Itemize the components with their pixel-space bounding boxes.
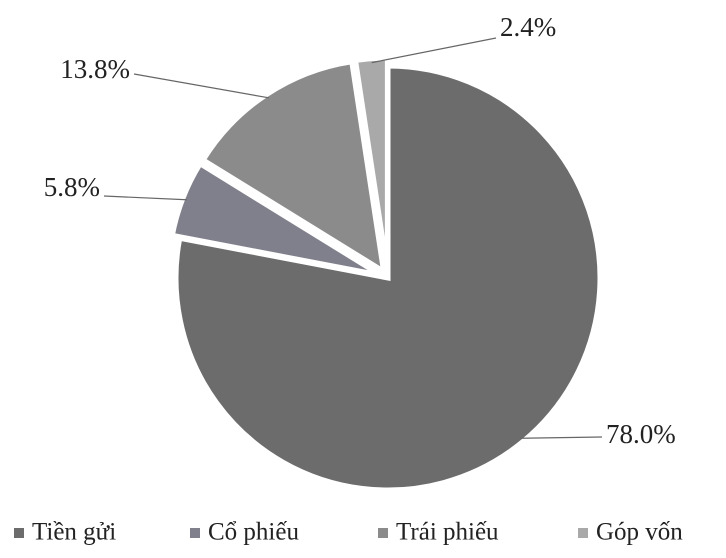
leader-line (371, 37, 497, 64)
legend-label: Cổ phiếu (208, 519, 299, 546)
legend-swatch (378, 528, 388, 538)
legend-label: Góp vốn (596, 519, 683, 546)
leader-line (103, 195, 187, 201)
data-label: 5.8% (44, 172, 100, 202)
pie-slice (352, 55, 390, 271)
legend-swatch (190, 528, 200, 538)
data-label: 78.0% (606, 419, 676, 449)
leader-line (133, 73, 269, 99)
pie-slice (173, 63, 603, 493)
legend-swatch (578, 528, 588, 538)
data-label: 13.8% (60, 54, 130, 84)
legend-label: Trái phiếu (396, 519, 499, 546)
leader-line (520, 436, 603, 439)
legend-swatch (14, 528, 24, 538)
data-label: 2.4% (500, 12, 556, 42)
legend-label: Tiền gửi (32, 519, 116, 546)
pie-slice (169, 160, 382, 278)
pie-slice (199, 58, 387, 277)
